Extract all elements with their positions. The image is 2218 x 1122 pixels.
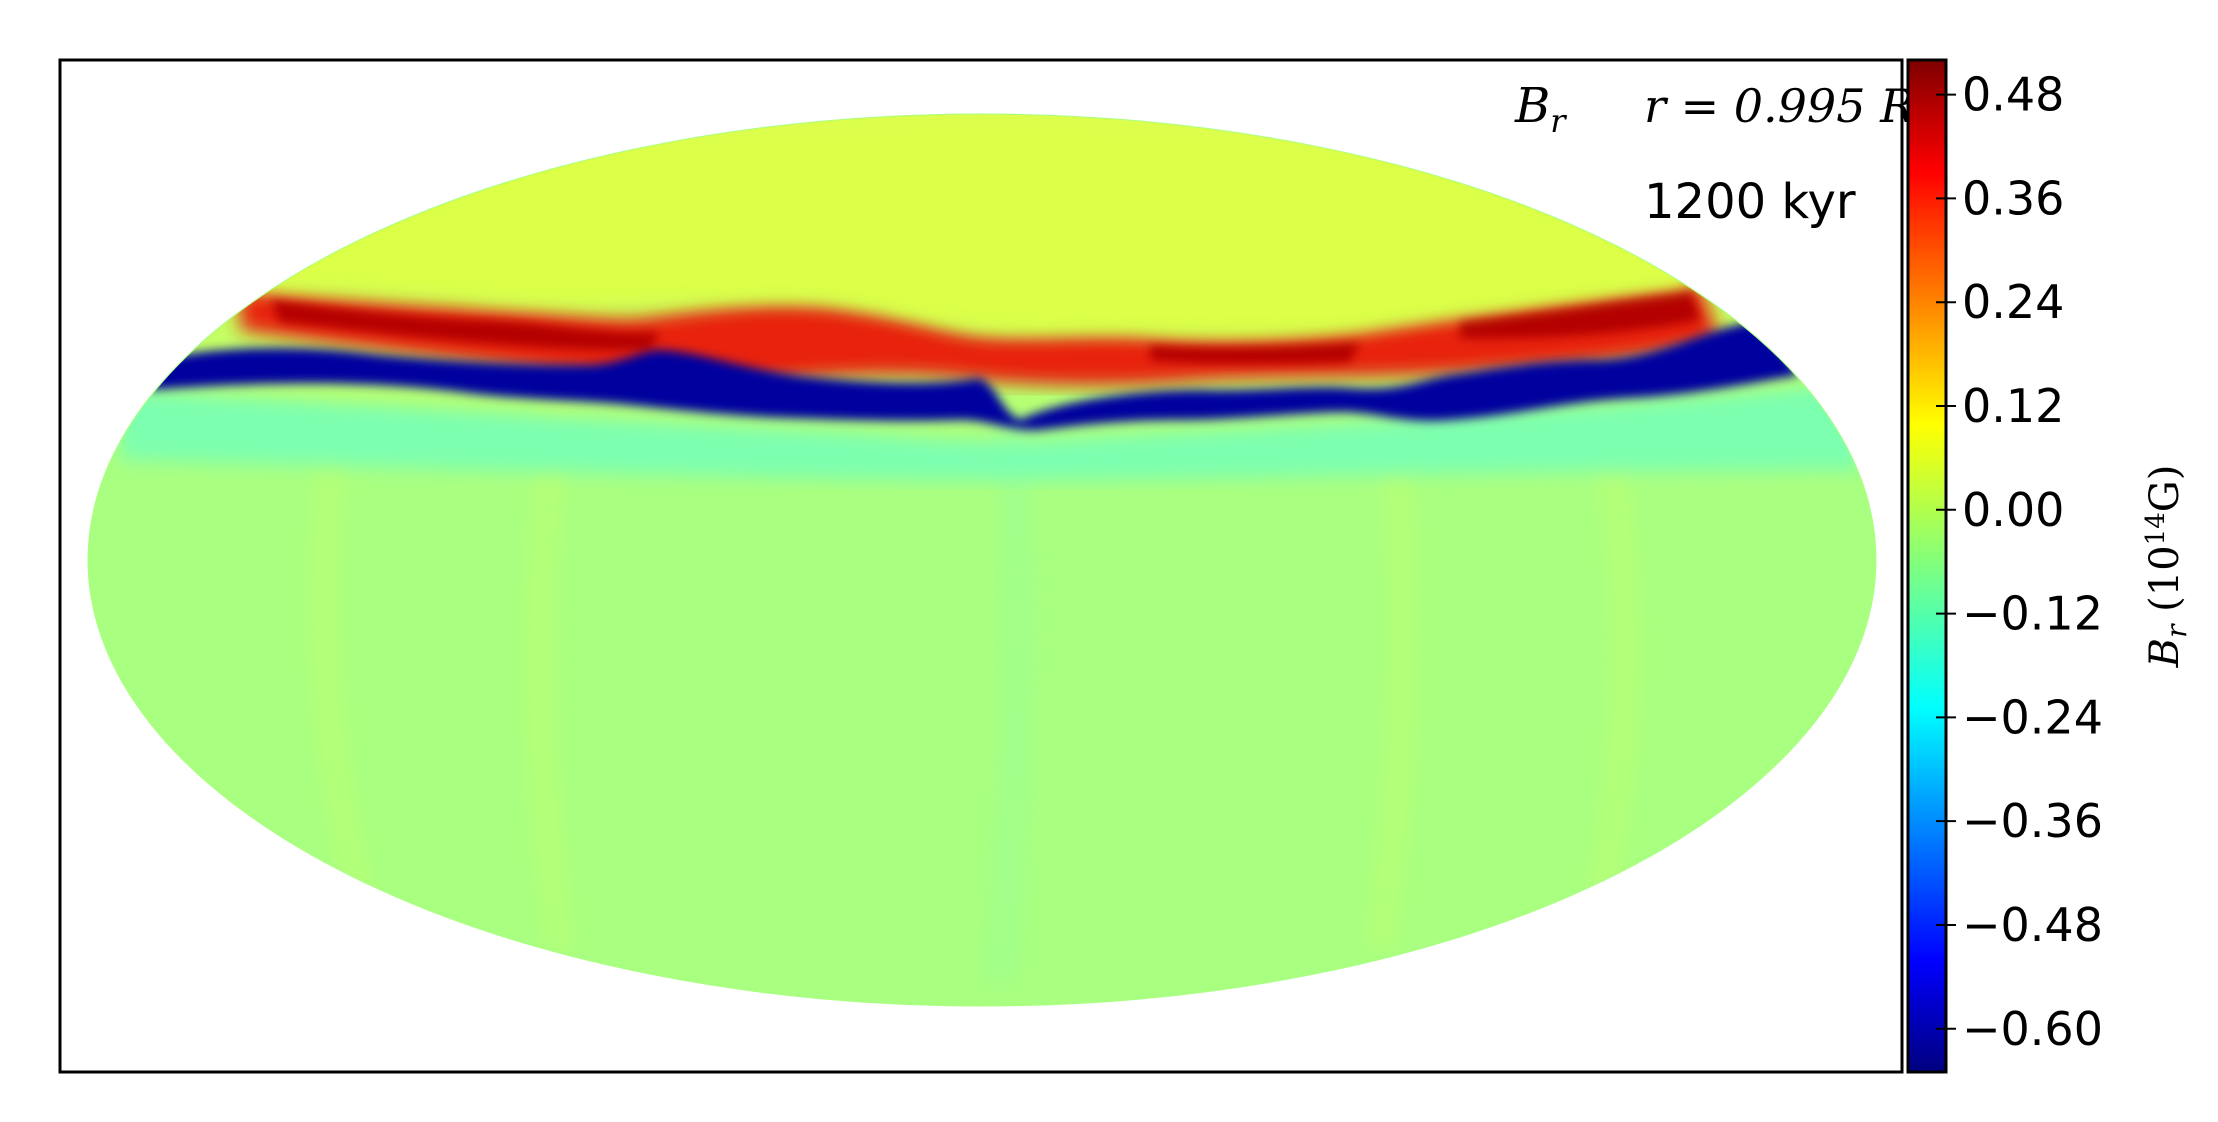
radius-label: r = 0.995 R* — [1644, 79, 1930, 140]
colorbar-tick-label: −0.24 — [1962, 690, 2103, 744]
time-label: 1200 kyr — [1644, 174, 1856, 230]
negative-band — [150, 320, 1800, 431]
colorbar-tick-label: 0.24 — [1962, 275, 2064, 329]
colorbar-tick-label: 0.12 — [1962, 379, 2064, 433]
hammer-map — [88, 114, 1876, 1006]
north-polar-cap — [250, 132, 1690, 335]
positive-band-core — [270, 290, 1700, 365]
cyan-fringe — [120, 380, 1860, 480]
colorbar-tick-label: 0.00 — [1962, 483, 2064, 537]
colorbar-tick-label: −0.36 — [1962, 794, 2103, 848]
colorbar-tick-label: 0.48 — [1962, 68, 2064, 122]
colorbar-ticks: 0.48 0.36 0.24 0.12 0.00 −0.12 −0.24 −0.36 −0.48… — [1936, 68, 2103, 1056]
colorbar-label: Br (1014G) — [2141, 465, 2193, 669]
map-outline — [87, 113, 1877, 1007]
colorbar-tick-label: −0.12 — [1962, 587, 2103, 641]
colorbar — [1906, 58, 1948, 1074]
colorbar-tick-label: −0.60 — [1962, 1002, 2103, 1056]
colorbar-tick-label: −0.48 — [1962, 898, 2103, 952]
colorbar-tick-label: 0.36 — [1962, 171, 2064, 225]
